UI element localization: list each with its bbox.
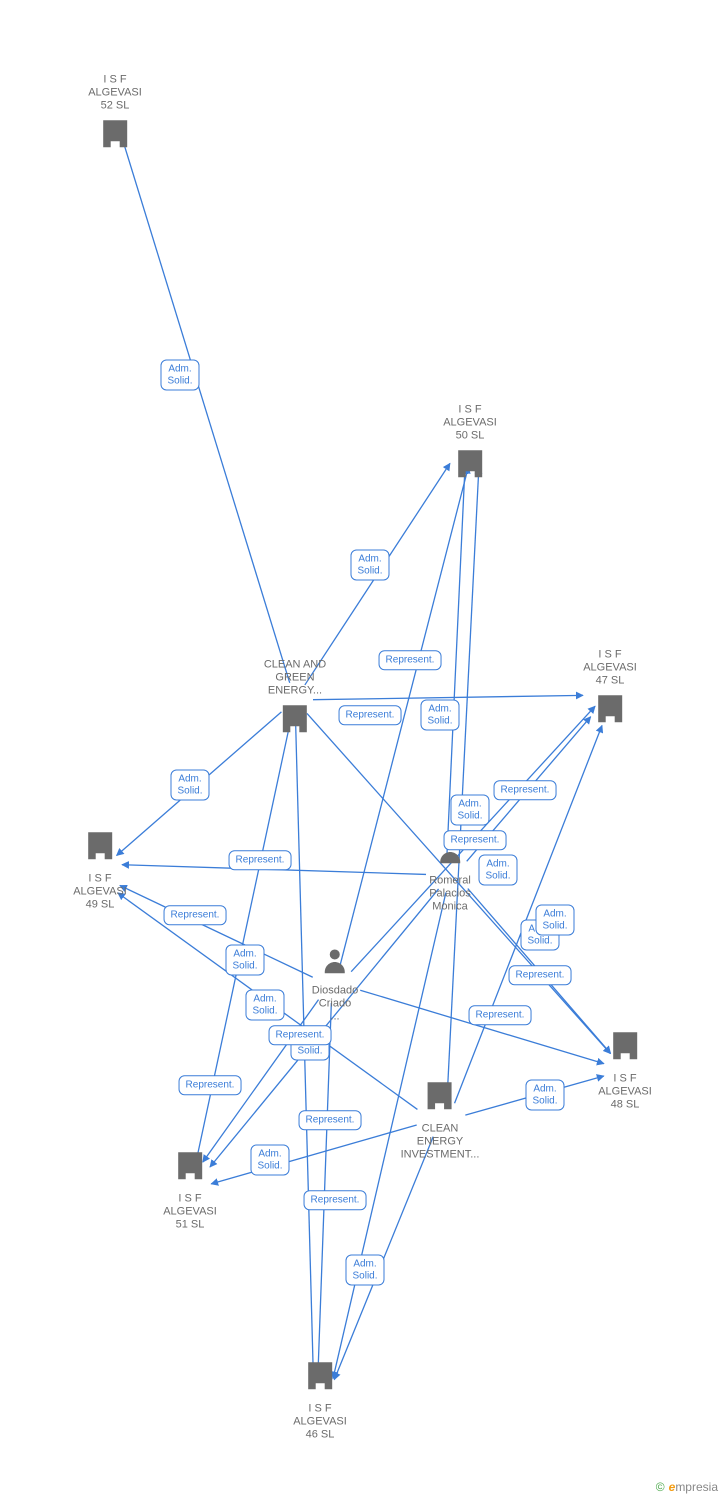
- edge: [307, 713, 610, 1053]
- edge: [121, 136, 289, 683]
- copyright: ©empresia: [656, 1480, 718, 1494]
- edge: [465, 1076, 604, 1115]
- copyright-symbol: ©: [656, 1480, 665, 1494]
- edge: [455, 725, 602, 1103]
- brand-rest: mpresia: [675, 1480, 718, 1494]
- edge: [203, 1000, 319, 1162]
- edge: [333, 893, 446, 1379]
- edge: [351, 706, 595, 972]
- edge: [211, 1125, 417, 1184]
- edge: [305, 463, 450, 685]
- network-canvas: [0, 0, 728, 1500]
- edge: [447, 467, 479, 1102]
- edge: [117, 712, 282, 856]
- edge: [295, 718, 313, 1378]
- edge: [318, 1003, 332, 1378]
- edge: [467, 717, 591, 862]
- edge: [360, 990, 604, 1063]
- edge: [313, 695, 583, 699]
- edge: [334, 1137, 433, 1380]
- edge: [195, 718, 292, 1169]
- edge: [122, 865, 426, 875]
- edge: [118, 893, 418, 1110]
- edge: [210, 889, 439, 1167]
- edge: [339, 466, 468, 967]
